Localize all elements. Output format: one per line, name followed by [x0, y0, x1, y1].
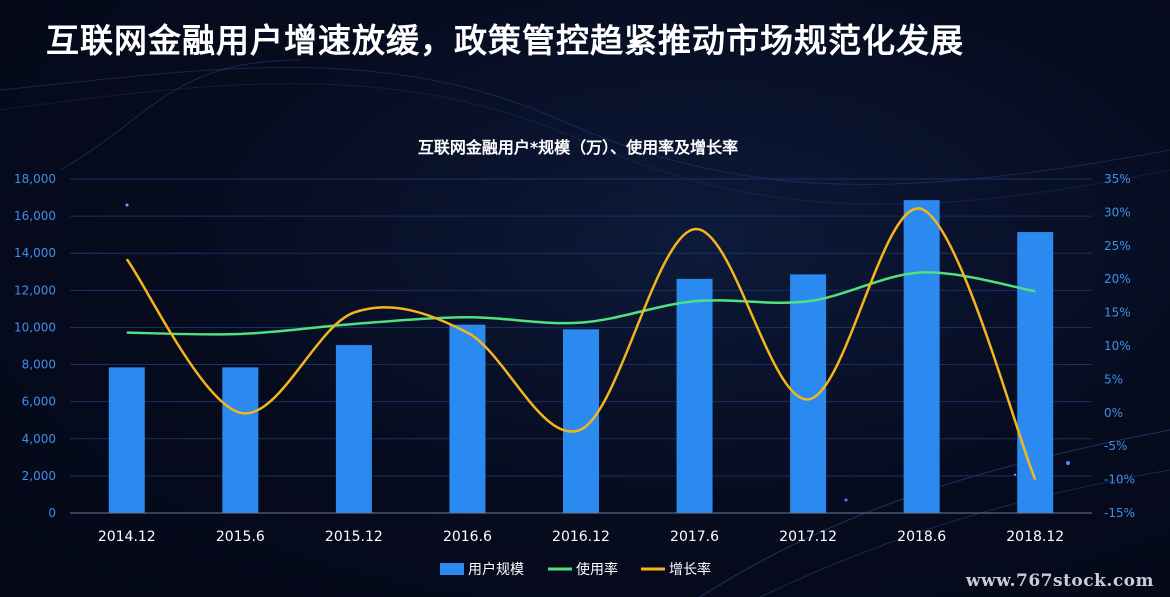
left-tick-label: 2,000 [22, 469, 56, 483]
x-tick-label: 2016.12 [552, 529, 610, 545]
bar-2018.6 [903, 200, 940, 514]
line-增长率 [125, 207, 1037, 481]
left-tick-label: 16,000 [14, 209, 56, 223]
left-tick-label: 4,000 [22, 432, 56, 446]
right-tick-label: -10% [1104, 473, 1135, 487]
left-tick-label: 8,000 [22, 358, 56, 372]
right-tick-label: 20% [1104, 272, 1131, 286]
right-tick-label: 10% [1104, 339, 1131, 353]
left-axis: 0 2,000 4,000 6,000 8,000 10,000 12,000 14,000 1… [14, 172, 56, 520]
left-tick-label: 18,000 [14, 172, 56, 186]
left-tick-label: 12,000 [14, 283, 56, 297]
x-tick-label: 2015.12 [325, 529, 383, 545]
x-tick-label: 2015.6 [216, 529, 265, 545]
right-tick-label: 35% [1104, 172, 1131, 186]
left-tick-label: 10,000 [14, 320, 56, 334]
x-tick-label: 2018.6 [897, 529, 946, 545]
right-axis: -15% -10% -5% 0% 5% 10% 15% 20% 25% 30% 35% [1104, 172, 1135, 520]
right-tick-label: 25% [1104, 239, 1131, 253]
bar-2016.12 [563, 329, 599, 513]
right-tick-label: -5% [1104, 439, 1127, 453]
legend: 用户规模 使用率 增长率 [440, 561, 711, 578]
right-tick-label: 5% [1104, 372, 1123, 386]
page-title: 互联网金融用户增速放缓，政策管控趋紧推动市场规范化发展 [46, 21, 964, 60]
bar-series-users [108, 200, 1054, 514]
legend-swatch-用户规模 [440, 563, 464, 575]
x-tick-label: 2016.6 [443, 529, 492, 545]
x-tick-label: 2018.12 [1006, 529, 1064, 545]
right-tick-label: 15% [1104, 306, 1131, 320]
line-使用率 [126, 271, 1036, 336]
right-tick-label: 30% [1104, 205, 1131, 219]
bar-2018.12 [1017, 232, 1054, 513]
x-axis: 2014.12 2015.6 2015.12 2016.6 2016.12 2017.6 2… [70, 512, 1092, 545]
legend-label-用户规模: 用户规模 [468, 561, 524, 578]
right-tick-label: -15% [1104, 506, 1135, 520]
left-tick-label: 0 [48, 506, 56, 520]
bar-2016.6 [449, 324, 486, 513]
bar-2014.12 [108, 367, 145, 513]
line-series [125, 207, 1037, 481]
bar-2015.6 [222, 367, 259, 513]
left-tick-label: 14,000 [14, 246, 56, 260]
legend-label-使用率: 使用率 [576, 561, 618, 578]
bar-2015.12 [335, 345, 372, 513]
watermark: www.767stock.com [965, 571, 1154, 591]
legend-label-增长率: 增长率 [669, 561, 711, 578]
x-tick-label: 2017.12 [779, 529, 837, 545]
right-tick-label: 0% [1104, 406, 1123, 420]
x-tick-label: 2017.6 [670, 529, 719, 545]
bar-2017.6 [676, 278, 713, 513]
left-tick-label: 6,000 [22, 395, 56, 409]
chart-title: 互联网金融用户*规模（万）、使用率及增长率 [418, 138, 738, 157]
x-tick-label: 2014.12 [98, 529, 156, 545]
